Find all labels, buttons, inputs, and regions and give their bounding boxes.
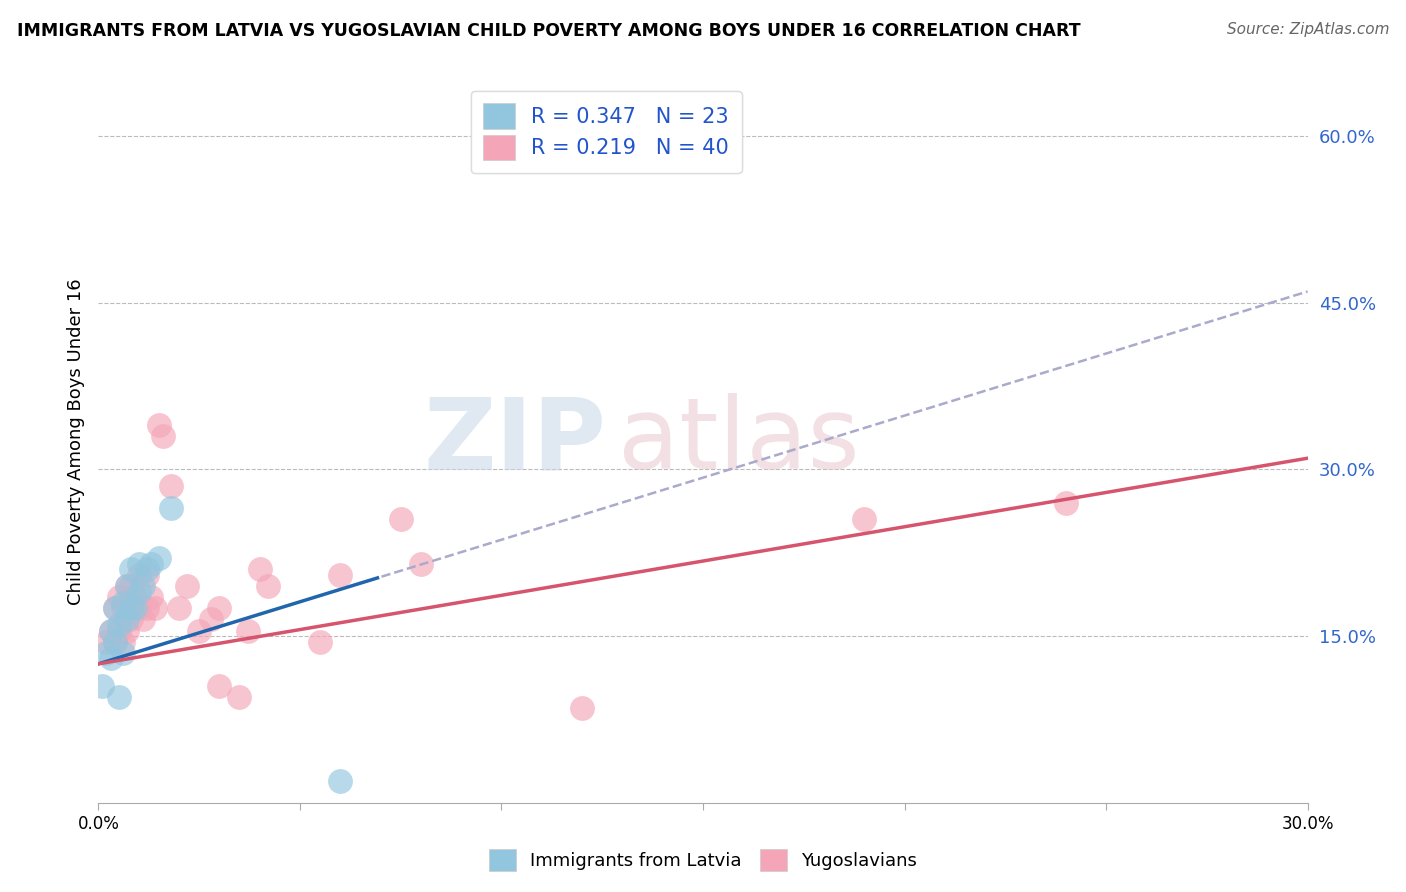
Text: Source: ZipAtlas.com: Source: ZipAtlas.com (1226, 22, 1389, 37)
Point (132, 579, 155, 593)
Point (103, 634, 125, 648)
Text: atlas: atlas (619, 393, 860, 490)
Point (409, 557, 432, 571)
Point (111, 601, 134, 615)
Point (111, 634, 134, 648)
Point (115, 579, 138, 593)
Point (256, 579, 278, 593)
Point (120, 562, 142, 576)
Point (135, 562, 157, 576)
Point (96, 646, 118, 660)
Point (249, 562, 271, 576)
Point (176, 579, 198, 593)
Point (115, 579, 138, 593)
Text: ZIP: ZIP (423, 393, 606, 490)
Point (111, 596, 134, 610)
Point (100, 624, 122, 638)
Legend: R = 0.347   N = 23, R = 0.219   N = 40: R = 0.347 N = 23, R = 0.219 N = 40 (471, 91, 741, 173)
Point (160, 479, 183, 493)
Point (111, 646, 134, 660)
Point (103, 601, 125, 615)
Point (128, 557, 150, 571)
Point (148, 417, 170, 432)
Point (132, 612, 155, 626)
Point (148, 551, 170, 566)
Legend: Immigrants from Latvia, Yugoslavians: Immigrants from Latvia, Yugoslavians (481, 842, 925, 879)
Point (96, 634, 118, 648)
Point (103, 601, 125, 615)
Point (160, 501, 183, 516)
Point (103, 634, 125, 648)
Point (107, 590, 129, 604)
Point (152, 429, 174, 443)
Point (236, 624, 259, 638)
Point (107, 690, 129, 705)
Point (853, 512, 876, 526)
Point (208, 679, 231, 693)
Point (120, 601, 142, 615)
Text: IMMIGRANTS FROM LATVIA VS YUGOSLAVIAN CHILD POVERTY AMONG BOYS UNDER 16 CORRELAT: IMMIGRANTS FROM LATVIA VS YUGOSLAVIAN CH… (17, 22, 1080, 40)
Point (135, 601, 157, 615)
Point (124, 601, 146, 615)
Point (1054, 496, 1077, 510)
Point (91, 679, 114, 693)
Point (139, 557, 162, 571)
Point (107, 624, 129, 638)
Point (309, 634, 332, 648)
Point (143, 601, 166, 615)
Point (167, 601, 190, 615)
Point (124, 590, 146, 604)
Point (100, 624, 122, 638)
Point (115, 612, 138, 626)
Point (107, 618, 129, 632)
Point (188, 624, 211, 638)
Point (128, 584, 150, 599)
Point (228, 690, 250, 705)
Point (571, 701, 593, 715)
Point (115, 624, 138, 638)
Point (128, 568, 150, 582)
Point (120, 612, 142, 626)
Point (389, 512, 412, 526)
Point (135, 568, 157, 582)
Point (200, 612, 222, 626)
Point (329, 568, 352, 582)
Y-axis label: Child Poverty Among Boys Under 16: Child Poverty Among Boys Under 16 (66, 278, 84, 605)
Point (208, 601, 231, 615)
Point (120, 579, 142, 593)
Point (139, 590, 162, 604)
Point (128, 601, 150, 615)
Point (100, 651, 122, 665)
Point (329, 773, 352, 788)
